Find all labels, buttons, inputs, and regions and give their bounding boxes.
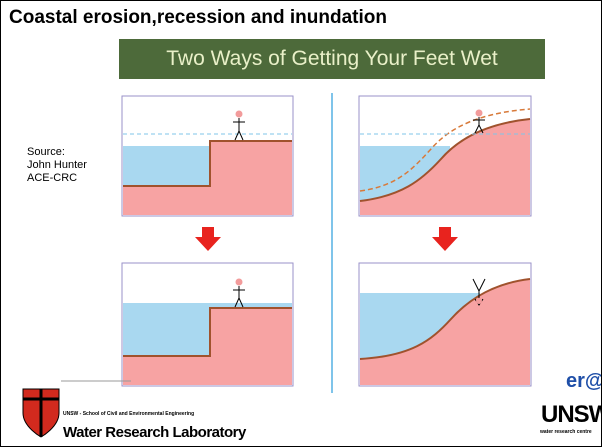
school-name: UNSW - School of Civil and Environmental… <box>63 411 194 417</box>
slide: Coastal erosion,recession and inundation… <box>0 0 602 447</box>
source-line: Source: <box>27 146 87 159</box>
panel-after-slope <box>359 263 531 386</box>
source-line: ACE-CRC <box>27 172 87 185</box>
partial-logo: er@ <box>566 370 602 393</box>
panel-before-slope <box>359 96 531 216</box>
arrow <box>195 227 221 251</box>
source-line: John Hunter <box>27 159 87 172</box>
arrow <box>432 227 458 251</box>
source: Source: John Hunter ACE-CRC <box>27 146 87 185</box>
lab-name: Water Research Laboratory <box>63 424 246 441</box>
banner: Two Ways of Getting Your Feet Wet <box>119 39 545 79</box>
unsw-caption: water research centre <box>540 429 592 435</box>
panel-before-step <box>122 96 293 216</box>
panel-after-step <box>122 263 293 386</box>
unsw-logo: UNSW <box>541 401 602 429</box>
unsw-crest <box>23 389 59 437</box>
slide-title: Coastal erosion,recession and inundation <box>9 7 387 29</box>
